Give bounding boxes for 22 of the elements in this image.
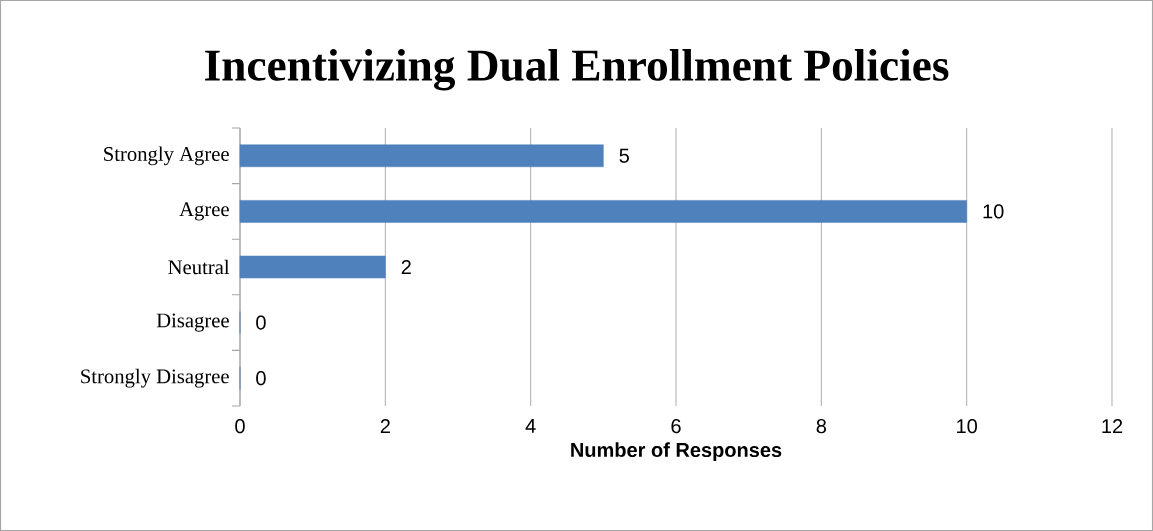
y-tick-label: Neutral [168,259,230,275]
x-tick-label: 2 [380,419,390,434]
data-label: 5 [619,148,629,163]
y-tick-label: Strongly Agree [104,146,229,166]
x-tick-label: 10 [957,419,977,434]
chart-title: Incentivizing Dual Enrollment Policies [205,48,949,91]
data-label: 0 [256,371,266,386]
bar [239,144,604,168]
y-tick-label: Disagree [156,313,229,332]
y-tick-label: Strongly Disagree [81,368,229,388]
bar [239,255,386,279]
data-label: 0 [256,315,266,330]
x-tick-label: 6 [671,419,681,434]
data-label: 10 [983,204,1004,219]
x-tick-label: 4 [525,419,536,433]
x-axis-title: Number of Responses [571,442,782,462]
data-label: 2 [401,260,411,274]
x-tick-label: 8 [816,419,827,434]
x-tick-label: 0 [235,419,245,434]
bar [239,200,967,223]
x-tick-label: 12 [1102,419,1123,434]
y-tick-label: Agree [179,202,229,221]
